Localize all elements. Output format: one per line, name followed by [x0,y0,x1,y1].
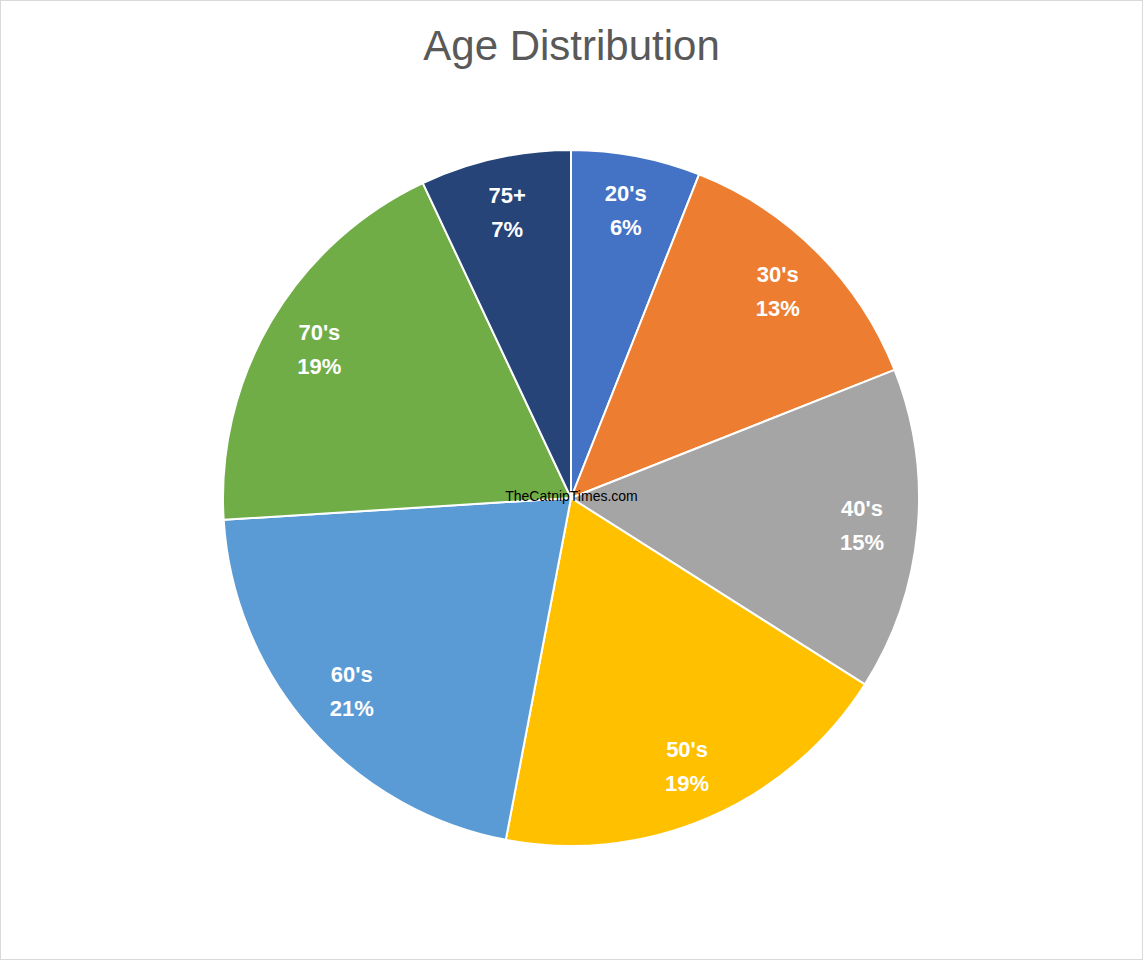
svg-text:TheCatnipTimes.com: TheCatnipTimes.com [505,488,638,504]
svg-text:20's: 20's [605,181,647,206]
svg-text:30's: 30's [757,262,799,287]
svg-text:6%: 6% [610,215,642,240]
svg-text:40's: 40's [841,496,883,521]
svg-text:75+: 75+ [489,183,526,208]
svg-text:15%: 15% [840,530,884,555]
svg-text:7%: 7% [491,217,523,242]
svg-text:19%: 19% [665,771,709,796]
svg-text:Age Distribution: Age Distribution [423,22,719,69]
svg-text:60's: 60's [331,662,373,687]
svg-text:13%: 13% [756,296,800,321]
svg-text:19%: 19% [297,354,341,379]
svg-text:50's: 50's [666,737,708,762]
svg-text:70's: 70's [298,320,340,345]
svg-text:21%: 21% [330,696,374,721]
